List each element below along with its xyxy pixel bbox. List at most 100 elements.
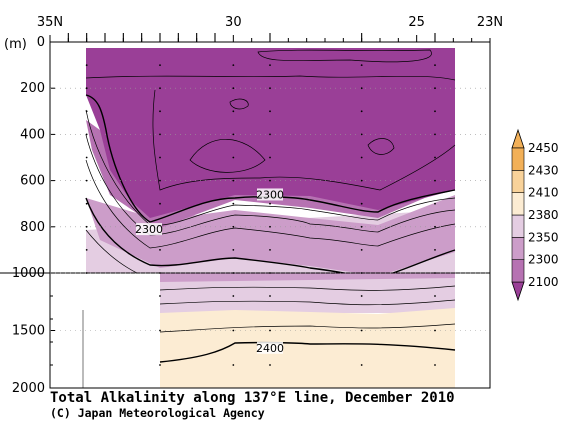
- sample-dot: [232, 225, 235, 228]
- x-tick-label: 25: [408, 15, 425, 30]
- sample-dot: [269, 225, 271, 228]
- contour-thin-7: [85, 109, 456, 226]
- sample-dot: [159, 272, 161, 274]
- sample-dot: [159, 329, 161, 332]
- sample-dot: [434, 110, 436, 113]
- sample-dot: [434, 272, 436, 274]
- sample-dot: [269, 329, 271, 332]
- colorbar: 2100 2300 2350 2380 2410 2430 2450: [511, 128, 559, 302]
- sample-dot: [360, 87, 363, 90]
- band-lower-2410: [160, 308, 455, 388]
- sample-dot: [159, 364, 161, 366]
- contour-thin-1: [257, 49, 432, 63]
- contour-2400: [159, 341, 456, 363]
- contour-thin-9: [85, 159, 456, 249]
- sample-dot: [232, 249, 235, 251]
- sample-dot: [269, 202, 271, 205]
- sample-dot: [269, 133, 271, 136]
- contour-thin-4: [229, 98, 249, 110]
- sample-dot: [434, 295, 436, 297]
- contour-lines: [82, 49, 456, 388]
- contour-thick-2350: [85, 197, 456, 273]
- sample-dot: [434, 156, 436, 159]
- colorbar-swatch: [511, 214, 525, 238]
- sample-dot: [159, 202, 161, 205]
- chart-credit: (C) Japan Meteorological Agency: [50, 406, 265, 420]
- x-axis: 35N 30 25 23N: [37, 15, 503, 42]
- sample-dot: [232, 110, 235, 113]
- sample-dot: [360, 179, 363, 182]
- sample-dot: [269, 156, 271, 159]
- sample-dot: [360, 249, 363, 251]
- sample-dot: [85, 249, 88, 251]
- colorbar-arrow-high: [511, 128, 525, 149]
- sample-dot: [159, 295, 161, 297]
- contour-lower-1: [159, 285, 456, 291]
- contour-2300-main: [85, 94, 456, 223]
- contour-label-bg: [136, 223, 162, 236]
- sample-dot: [434, 202, 436, 205]
- band-2350: [86, 195, 455, 273]
- colorbar-swatch: [511, 170, 525, 193]
- sample-dot: [85, 133, 88, 136]
- band-2100: [86, 48, 455, 218]
- colorbar-arrow-low: [511, 281, 525, 302]
- sample-dot: [434, 225, 436, 228]
- sample-dot: [269, 249, 271, 251]
- contour-label: 2300: [256, 188, 284, 201]
- sample-dot: [360, 202, 363, 205]
- y-tick-label: 1500: [12, 324, 45, 339]
- band-lower-2350: [160, 273, 455, 282]
- contour-lower-3: [159, 323, 456, 333]
- sample-dot: [232, 272, 235, 274]
- y-tick-label: 2000: [12, 381, 45, 396]
- colorbar-swatch: [511, 147, 525, 171]
- sample-dot: [85, 110, 88, 113]
- sample-dot: [232, 87, 235, 90]
- sample-dot: [360, 225, 363, 228]
- sample-dot: [232, 133, 235, 136]
- sample-dot: [360, 64, 363, 66]
- contour-thin-8: [85, 134, 456, 236]
- sample-dot: [232, 179, 235, 182]
- sample-dot: [159, 110, 161, 113]
- contour-labels: 2300 2300 2400: [135, 188, 284, 355]
- section-fill: [86, 48, 455, 388]
- sample-dot: [232, 202, 235, 205]
- x-tick-label: 30: [225, 15, 242, 30]
- contour-label: 2400: [256, 342, 284, 355]
- sample-dot: [85, 272, 88, 274]
- sample-dot: [159, 133, 161, 136]
- sample-dot: [85, 179, 88, 182]
- sample-dot: [434, 329, 436, 332]
- colorbar-label: 2450: [528, 141, 559, 155]
- contour-thin-3: [189, 139, 266, 173]
- sample-dot: [269, 110, 271, 113]
- sample-dot: [159, 179, 161, 182]
- colorbar-swatch: [511, 259, 525, 283]
- sample-dot: [232, 364, 235, 366]
- sample-dot: [159, 156, 161, 159]
- y-tick-label: 0: [37, 35, 45, 50]
- sample-dot: [269, 87, 271, 90]
- sample-dot: [232, 156, 235, 159]
- sample-dot: [85, 87, 88, 90]
- sample-dot: [434, 64, 436, 66]
- colorbar-swatch: [511, 192, 525, 216]
- sample-dot: [360, 133, 363, 136]
- y-tick-label: 800: [20, 220, 45, 235]
- sample-dot: [159, 64, 161, 66]
- sample-dot: [360, 272, 363, 274]
- sample-dot: [85, 202, 88, 205]
- x-tick-label: 35N: [37, 15, 63, 30]
- sample-dot: [360, 364, 363, 366]
- depth-unit: (m): [4, 37, 27, 52]
- sample-dot: [434, 364, 436, 366]
- sample-dot: [434, 87, 436, 90]
- contour-thin-6: [152, 89, 456, 191]
- sample-dot: [269, 364, 271, 366]
- sample-dot: [85, 64, 88, 66]
- sample-dot: [269, 64, 271, 66]
- contour-lower-2: [159, 299, 456, 306]
